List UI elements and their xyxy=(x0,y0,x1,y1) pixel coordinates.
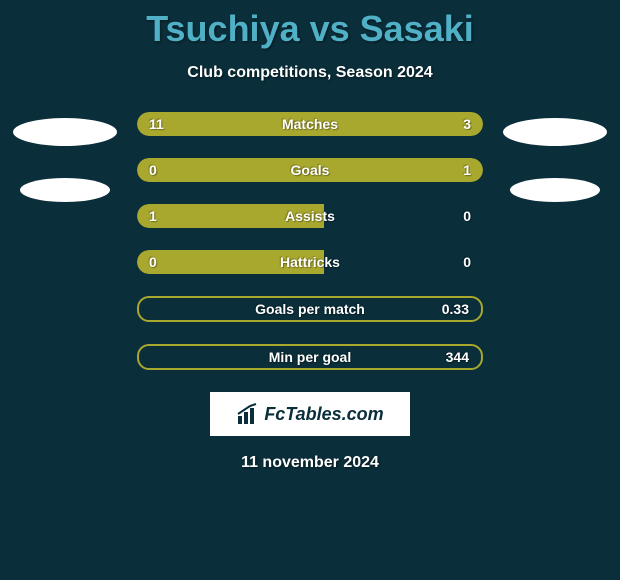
chart-date: 11 november 2024 xyxy=(241,454,379,472)
bar-fill-right xyxy=(199,158,483,182)
bar-value-left: 0 xyxy=(149,162,157,178)
stat-bars: 11Matches30Goals11Assists00Hattricks0Goa… xyxy=(137,112,483,370)
bar-value-right: 3 xyxy=(463,116,471,132)
stat-bar-row: 0 Hattricks 0 xyxy=(137,250,483,274)
bar-label: Min per goal xyxy=(269,349,351,365)
bar-fill-left xyxy=(137,158,199,182)
bar-label: Hattricks xyxy=(280,254,340,270)
bar-label: Goals xyxy=(291,162,330,178)
chart-container: Tsuchiya vs Sasaki Club competitions, Se… xyxy=(0,0,620,580)
player-avatar-placeholder xyxy=(510,178,600,202)
stat-bar-row: Goals per match 0.33 xyxy=(137,296,483,322)
bar-value-left: 1 xyxy=(149,208,157,224)
bar-value-right: 0 xyxy=(463,254,471,270)
stat-bar-row: 11 Matches 3 xyxy=(137,112,483,136)
bar-value-right: 0.33 xyxy=(442,301,469,317)
chart-icon xyxy=(236,402,260,426)
bar-value-left: 0 xyxy=(149,254,157,270)
bar-label: Assists xyxy=(285,208,335,224)
bar-value-right: 0 xyxy=(463,208,471,224)
player-avatar-placeholder xyxy=(20,178,110,202)
bar-value-right: 1 xyxy=(463,162,471,178)
bar-label: Goals per match xyxy=(255,301,365,317)
logo-text: FcTables.com xyxy=(264,404,383,425)
bar-label: Matches xyxy=(282,116,338,132)
right-player-avatars xyxy=(503,118,607,202)
stat-bar-row: Min per goal 344 xyxy=(137,344,483,370)
player-avatar-placeholder xyxy=(13,118,117,146)
left-player-avatars xyxy=(13,118,117,202)
player-avatar-placeholder xyxy=(503,118,607,146)
chart-area: 11Matches30Goals11Assists00Hattricks0Goa… xyxy=(0,112,620,370)
bar-fill-left xyxy=(137,112,397,136)
bar-value-right: 344 xyxy=(446,349,469,365)
chart-title: Tsuchiya vs Sasaki xyxy=(146,8,474,50)
logo-box: FcTables.com xyxy=(210,392,410,436)
stat-bar-row: 0 Goals 1 xyxy=(137,158,483,182)
chart-subtitle: Club competitions, Season 2024 xyxy=(187,64,432,82)
bar-value-left: 11 xyxy=(149,116,164,132)
stat-bar-row: 1 Assists 0 xyxy=(137,204,483,228)
